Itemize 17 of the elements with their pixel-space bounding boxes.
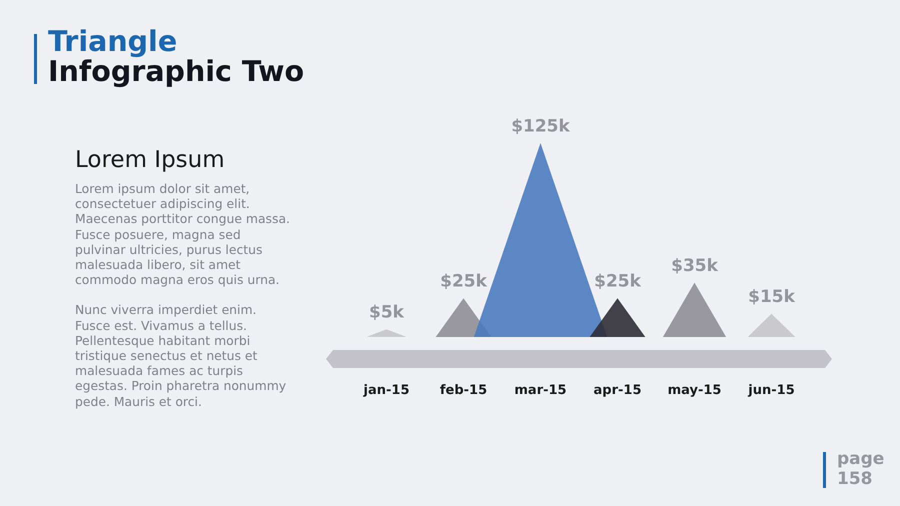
category-label: jan-15 <box>362 383 410 398</box>
data-label: $5k <box>369 302 405 323</box>
data-label: $125k <box>511 116 570 136</box>
text: page 158 <box>837 449 886 489</box>
category-label: jun-15 <box>747 383 795 398</box>
data-label: $25k <box>594 272 642 292</box>
data-label: $25k <box>440 272 488 292</box>
category-label: mar-15 <box>514 383 567 398</box>
category-label: may-15 <box>668 383 722 398</box>
text: Lorem ipsum dolor sit amet, consectetuer adipiscing elit. Maecenas porttitor congue massa. Fusce posuere, magna sed pulvinar ultricies, purus lectus malesuada libero, sit amet commodo magna eros quis urna. <box>75 181 291 288</box>
text: Nunc viverra imperdiet enim. Fusce est. Vivamus a tellus. Pellentesque habitant morbi tristique senectus et netus et malesuada fames ac turpis egestas. Proin pharetra nonummy pede. Mauris et orci. <box>75 302 288 409</box>
data-label: $35k <box>671 256 719 276</box>
text: Lorem Ipsum <box>75 146 225 174</box>
category-label: feb-15 <box>440 383 488 398</box>
category-label: apr-15 <box>594 383 642 398</box>
text: Triangle <box>48 25 178 58</box>
data-label: $15k <box>748 287 796 308</box>
